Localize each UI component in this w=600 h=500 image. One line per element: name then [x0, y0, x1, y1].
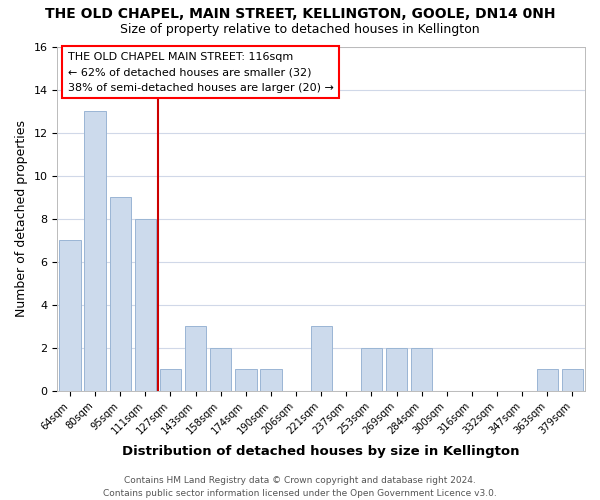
Bar — [210, 348, 232, 391]
Y-axis label: Number of detached properties: Number of detached properties — [15, 120, 28, 317]
Bar — [311, 326, 332, 391]
Text: THE OLD CHAPEL, MAIN STREET, KELLINGTON, GOOLE, DN14 0NH: THE OLD CHAPEL, MAIN STREET, KELLINGTON,… — [45, 8, 555, 22]
Bar — [59, 240, 80, 391]
Bar — [235, 370, 257, 391]
X-axis label: Distribution of detached houses by size in Kellington: Distribution of detached houses by size … — [122, 444, 520, 458]
Bar — [386, 348, 407, 391]
Bar — [160, 370, 181, 391]
Bar — [536, 370, 558, 391]
Bar — [361, 348, 382, 391]
Bar — [411, 348, 433, 391]
Text: THE OLD CHAPEL MAIN STREET: 116sqm
← 62% of detached houses are smaller (32)
38%: THE OLD CHAPEL MAIN STREET: 116sqm ← 62%… — [68, 52, 334, 93]
Text: Contains HM Land Registry data © Crown copyright and database right 2024.
Contai: Contains HM Land Registry data © Crown c… — [103, 476, 497, 498]
Bar — [134, 218, 156, 391]
Text: Size of property relative to detached houses in Kellington: Size of property relative to detached ho… — [120, 22, 480, 36]
Bar — [85, 111, 106, 391]
Bar — [260, 370, 281, 391]
Bar — [185, 326, 206, 391]
Bar — [110, 197, 131, 391]
Bar — [562, 370, 583, 391]
